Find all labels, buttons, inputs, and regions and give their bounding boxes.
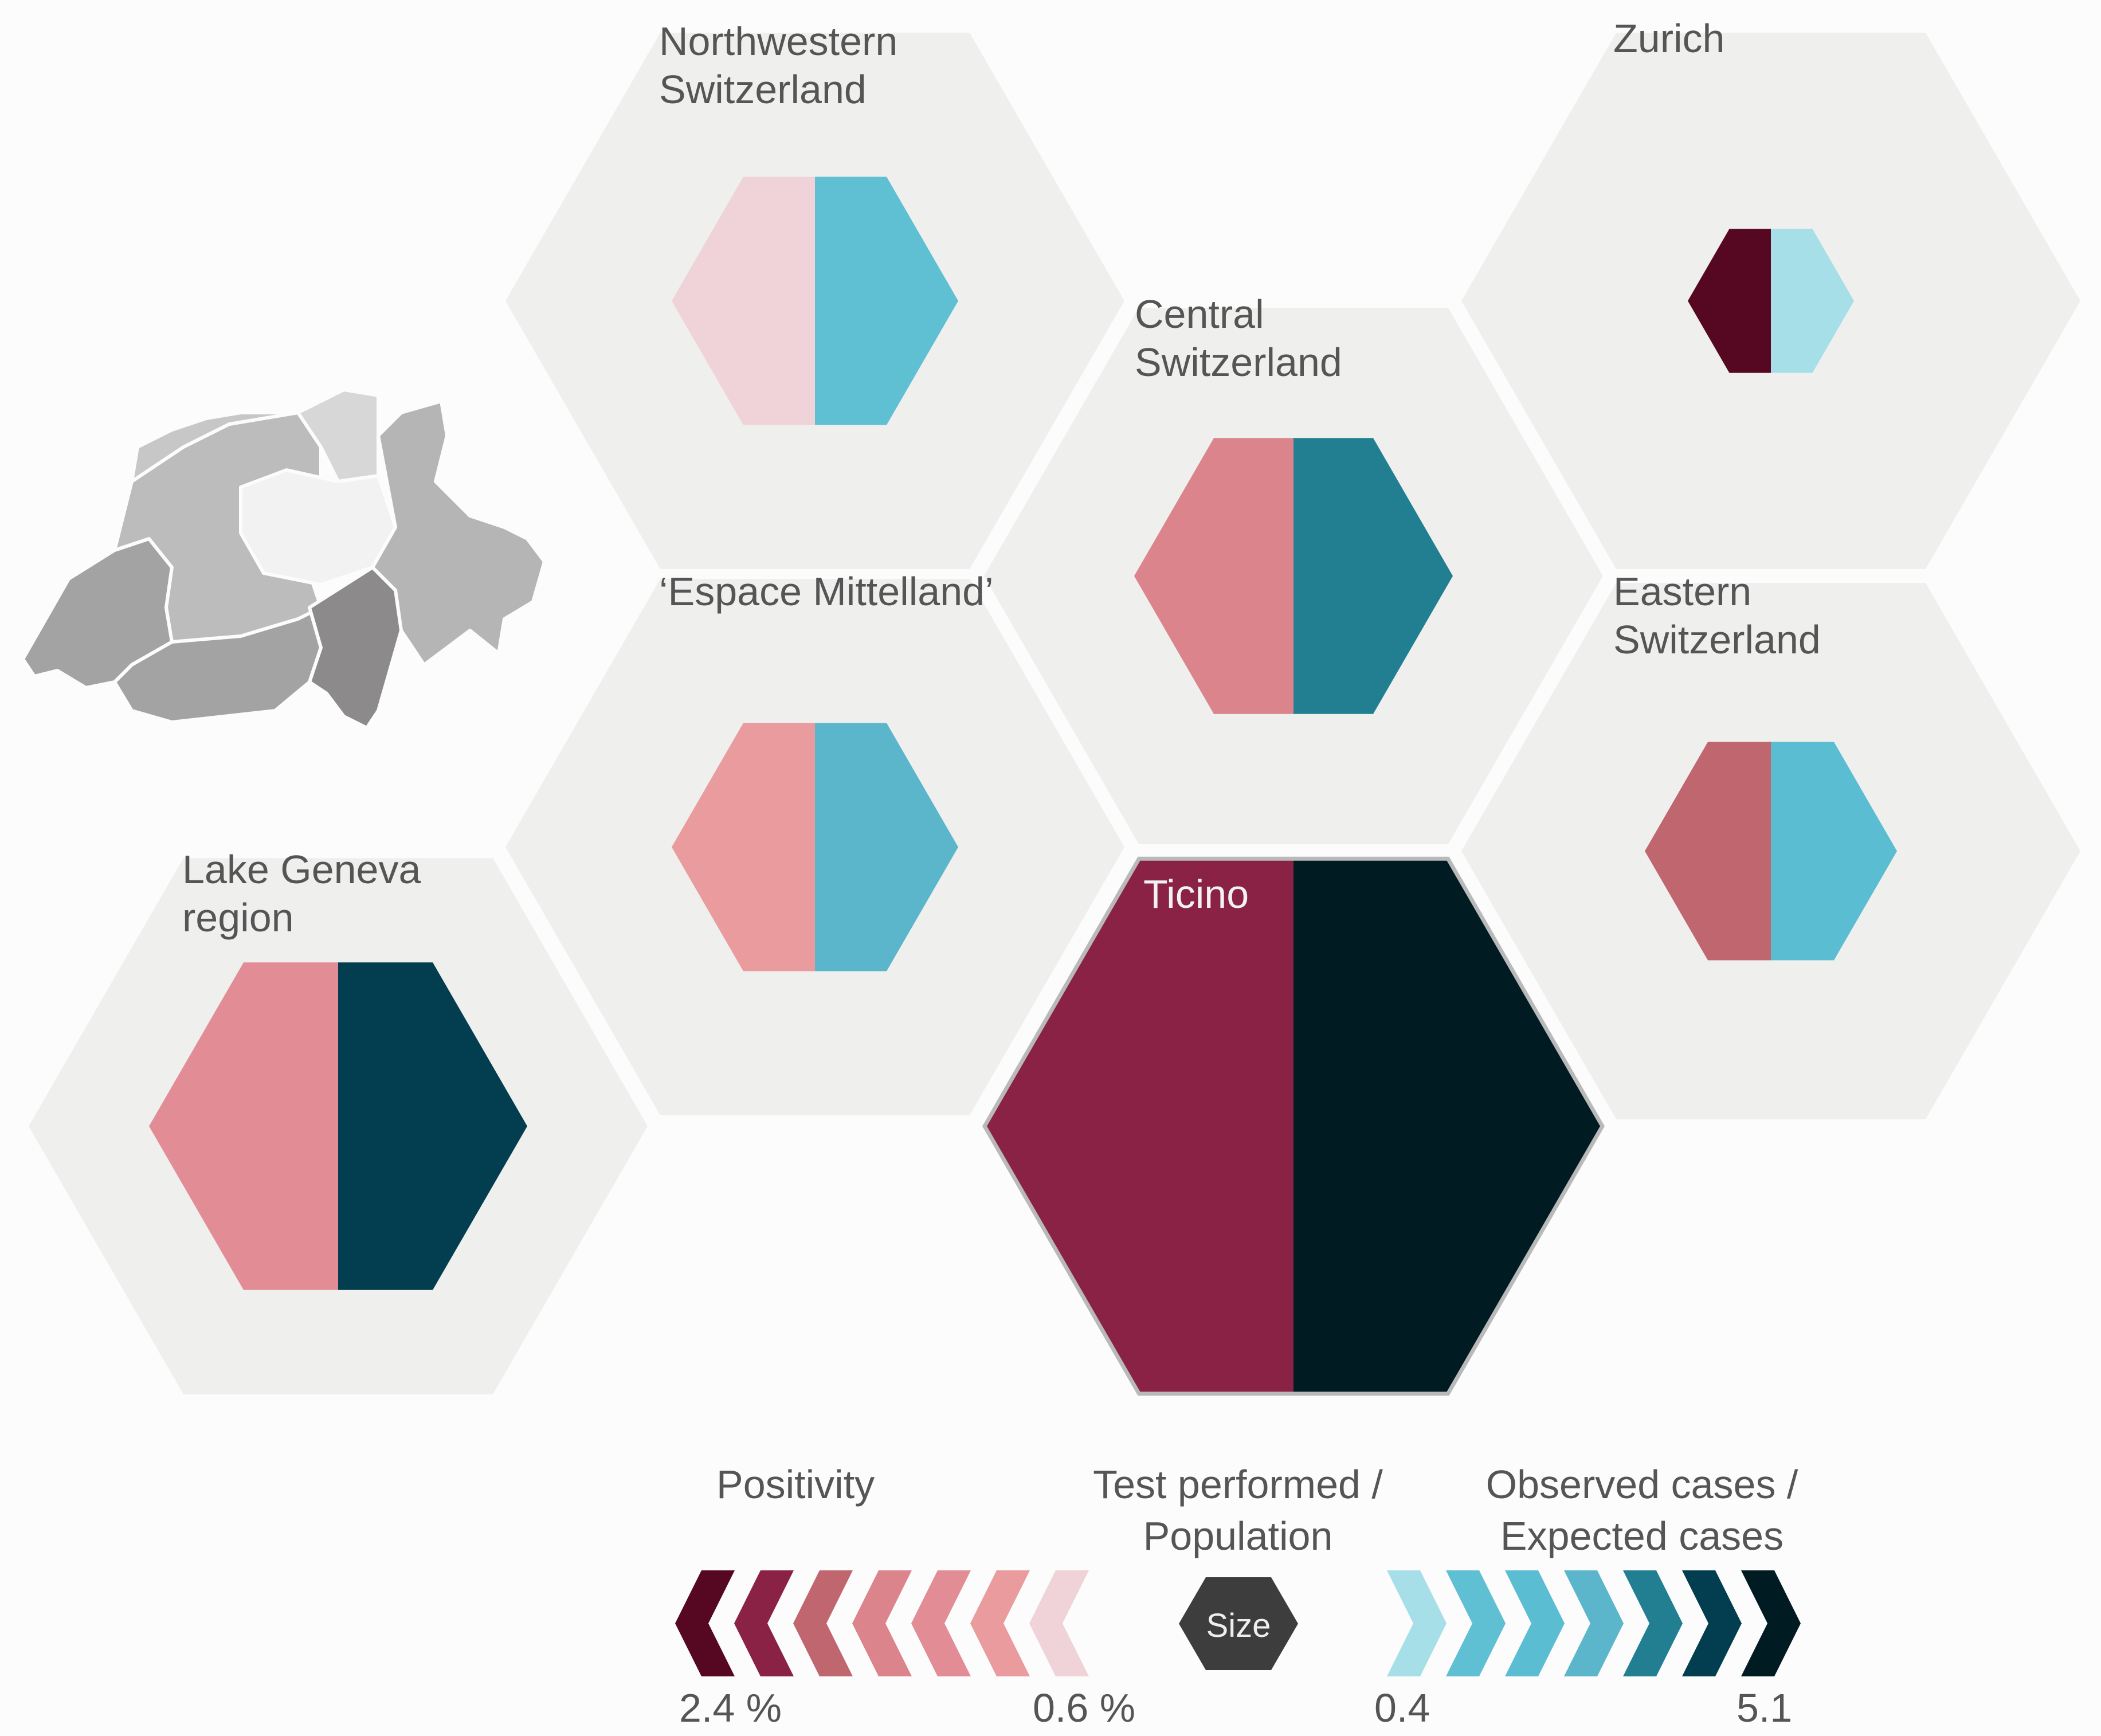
label-espace-mittelland: ‘Espace Mittelland’ bbox=[659, 567, 994, 616]
label-lake-geneva-region: Lake Geneva region bbox=[182, 845, 421, 942]
label-ticino: Ticino bbox=[1143, 870, 1249, 918]
ratio-legend-min-label: 0.4 bbox=[1374, 1682, 1430, 1734]
label-eastern-switzerland: Eastern Switzerland bbox=[1613, 567, 1821, 664]
size-legend-title: Test performed / Population bbox=[1066, 1459, 1410, 1562]
label-central-switzerland: Central Switzerland bbox=[1135, 290, 1342, 386]
ratio-legend-title: Observed cases / Expected cases bbox=[1467, 1459, 1817, 1562]
positivity-legend-title: Positivity bbox=[716, 1459, 875, 1510]
label-zurich: Zurich bbox=[1613, 14, 1724, 62]
label-northwestern-switzerland: Northwestern Switzerland bbox=[659, 17, 897, 113]
ratio-legend-max-label: 5.1 bbox=[1737, 1682, 1792, 1734]
positivity-legend-min-label: 2.4 % bbox=[679, 1682, 782, 1734]
positivity-legend-max-label: 0.6 % bbox=[1033, 1682, 1135, 1734]
size-legend-text: Size bbox=[1206, 1607, 1271, 1644]
